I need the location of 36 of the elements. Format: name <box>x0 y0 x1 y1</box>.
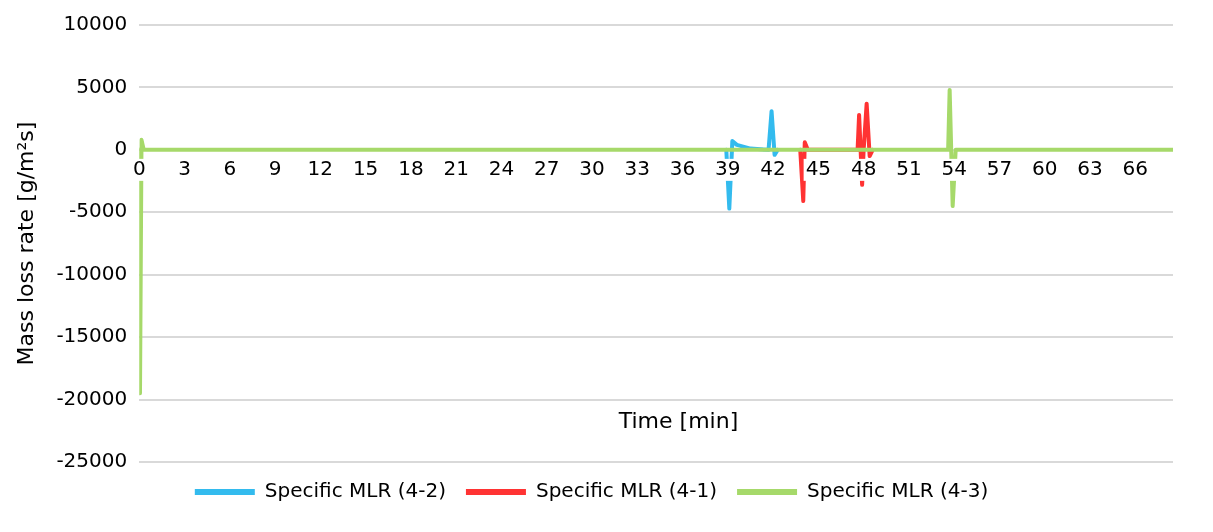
x-axis-title: Time [min] <box>617 408 740 433</box>
y-tick-label: -5000 <box>69 198 128 223</box>
x-tick-label: 54 <box>941 156 967 181</box>
y-tick-label: 0 <box>114 136 128 161</box>
x-tick-label: 30 <box>579 156 605 181</box>
legend-label: Specific MLR (4-3) <box>807 478 989 503</box>
x-tick-label: 12 <box>307 156 334 181</box>
x-tick-label: 63 <box>1077 156 1103 181</box>
x-tick-label: 24 <box>488 156 515 181</box>
x-tick-label: 39 <box>715 156 741 181</box>
x-tick-label: 36 <box>669 156 696 181</box>
x-tick-label: 21 <box>443 156 469 181</box>
x-tick-label: 66 <box>1122 156 1148 181</box>
y-tick-label: 5000 <box>76 73 128 98</box>
x-tick-label: 0 <box>132 156 146 181</box>
x-tick-label: 18 <box>398 156 424 181</box>
x-tick-label: 33 <box>624 156 650 181</box>
x-tick-label: 27 <box>533 156 560 181</box>
x-tick-label: 9 <box>268 156 282 181</box>
x-tick-label: 42 <box>760 156 786 181</box>
x-tick-label: 57 <box>986 156 1013 181</box>
y-tick-label: -20000 <box>56 385 128 410</box>
y-tick-label: -10000 <box>56 260 128 285</box>
legend-label: Specific MLR (4-2) <box>264 478 446 503</box>
y-tick-label: 10000 <box>63 11 128 36</box>
legend-label: Specific MLR (4-1) <box>535 478 718 503</box>
x-tick-label: 45 <box>805 156 832 181</box>
y-axis-title: Mass loss rate [g/m²s] <box>12 121 38 366</box>
x-tick-label: 48 <box>850 156 877 181</box>
x-tick-label: 15 <box>352 156 379 181</box>
y-tick-label: -25000 <box>56 448 128 473</box>
y-tick-label: -15000 <box>56 323 128 348</box>
x-tick-label: 6 <box>223 156 237 181</box>
x-tick-label: 60 <box>1032 156 1058 181</box>
x-tick-label: 3 <box>178 156 191 181</box>
x-tick-label: 51 <box>896 156 922 181</box>
